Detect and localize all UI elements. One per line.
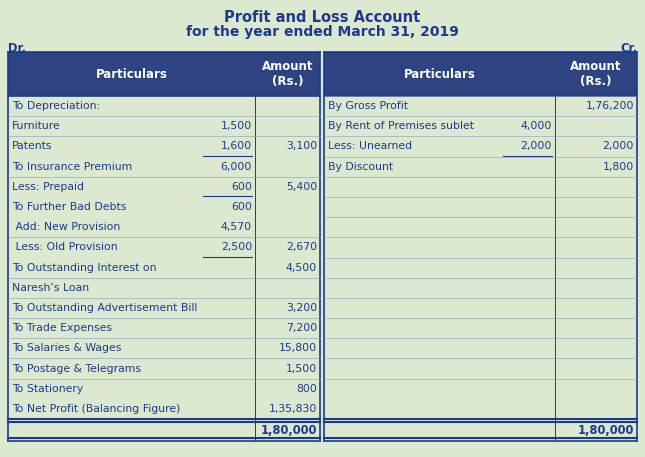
Text: Less: Prepaid: Less: Prepaid [12, 182, 84, 192]
Text: Dr.: Dr. [8, 42, 26, 55]
Text: 5,400: 5,400 [286, 182, 317, 192]
Text: To Salaries & Wages: To Salaries & Wages [12, 343, 121, 353]
Text: Particulars: Particulars [95, 68, 168, 80]
Text: 1,76,200: 1,76,200 [586, 101, 634, 111]
Text: To Postage & Telegrams: To Postage & Telegrams [12, 363, 141, 373]
Text: 600: 600 [231, 182, 252, 192]
Text: Add: New Provision: Add: New Provision [12, 222, 120, 232]
Text: Furniture: Furniture [12, 121, 61, 131]
Text: 800: 800 [296, 384, 317, 394]
Text: To Depreciation:: To Depreciation: [12, 101, 100, 111]
Text: Particulars: Particulars [404, 68, 475, 80]
Text: 2,500: 2,500 [221, 242, 252, 252]
Text: 1,35,830: 1,35,830 [268, 404, 317, 414]
Text: 4,000: 4,000 [521, 121, 552, 131]
Text: By Gross Profit: By Gross Profit [328, 101, 408, 111]
Text: 600: 600 [231, 202, 252, 212]
Text: To Stationery: To Stationery [12, 384, 83, 394]
Text: 4,500: 4,500 [286, 263, 317, 272]
Text: 6,000: 6,000 [221, 162, 252, 172]
Text: 1,500: 1,500 [286, 363, 317, 373]
Text: 2,670: 2,670 [286, 242, 317, 252]
Text: Amount
(Rs.): Amount (Rs.) [570, 60, 622, 88]
Text: To Insurance Premium: To Insurance Premium [12, 162, 132, 172]
Bar [324, 52, 637, 96]
Text: To Outstanding Advertisement Bill: To Outstanding Advertisement Bill [12, 303, 197, 313]
Text: Less: Old Provision: Less: Old Provision [12, 242, 117, 252]
Text: 1,800: 1,800 [602, 162, 634, 172]
Text: 3,100: 3,100 [286, 142, 317, 151]
Text: To Further Bad Debts: To Further Bad Debts [12, 202, 126, 212]
Text: 1,600: 1,600 [221, 142, 252, 151]
Text: 3,200: 3,200 [286, 303, 317, 313]
Text: 2,000: 2,000 [521, 142, 552, 151]
Text: 7,200: 7,200 [286, 323, 317, 333]
Text: Amount
(Rs.): Amount (Rs.) [262, 60, 313, 88]
Text: Naresh’s Loan: Naresh’s Loan [12, 283, 89, 293]
Text: Profit and Loss Account: Profit and Loss Account [224, 10, 421, 25]
Text: To Trade Expenses: To Trade Expenses [12, 323, 112, 333]
Text: 1,500: 1,500 [221, 121, 252, 131]
Text: Less: Unearned: Less: Unearned [328, 142, 412, 151]
Text: 15,800: 15,800 [279, 343, 317, 353]
Text: Patents: Patents [12, 142, 52, 151]
Text: for the year ended March 31, 2019: for the year ended March 31, 2019 [186, 25, 459, 39]
Text: To Outstanding Interest on: To Outstanding Interest on [12, 263, 157, 272]
Text: 4,570: 4,570 [221, 222, 252, 232]
Text: By Discount: By Discount [328, 162, 393, 172]
Text: By Rent of Premises sublet: By Rent of Premises sublet [328, 121, 474, 131]
Bar [8, 52, 320, 96]
Text: 1,80,000: 1,80,000 [261, 424, 317, 436]
Text: 2,000: 2,000 [602, 142, 634, 151]
Text: Cr.: Cr. [620, 42, 637, 55]
Text: 1,80,000: 1,80,000 [578, 424, 634, 436]
Text: To Net Profit (Balancing Figure): To Net Profit (Balancing Figure) [12, 404, 181, 414]
